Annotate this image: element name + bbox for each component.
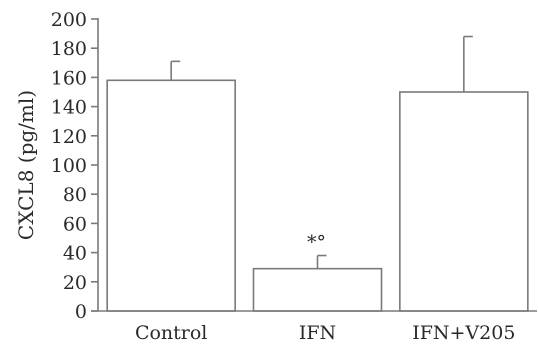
bar-control: [106, 79, 236, 312]
annotations: *°: [307, 232, 326, 254]
y-tick-label: 180: [51, 38, 87, 60]
y-tick-label: 80: [63, 184, 87, 206]
bar-ifn-v205: [399, 91, 529, 312]
y-axis-ticks: 0 20 40 60 80 100 120 140 160 180 200: [51, 9, 98, 323]
y-tick-label: 140: [51, 97, 87, 119]
significance-annotation: *°: [307, 232, 326, 254]
x-category-label: IFN: [299, 322, 336, 344]
y-tick-label: 40: [63, 243, 87, 265]
y-tick-label: 60: [63, 213, 87, 235]
bar-ifn: [252, 267, 383, 312]
y-tick-label: 160: [51, 67, 87, 89]
y-tick-label: 100: [51, 155, 87, 177]
y-tick-label: 20: [63, 272, 87, 294]
y-axis-label: CXCL8 (pg/ml): [14, 90, 38, 240]
x-category-label: IFN+V205: [412, 322, 515, 344]
bars: [106, 79, 529, 312]
error-bars: [170, 35, 473, 269]
y-tick-label: 120: [51, 126, 87, 148]
x-axis-labels: Control IFN IFN+V205: [135, 322, 516, 344]
x-category-label: Control: [135, 322, 207, 344]
y-tick-label: 200: [51, 9, 87, 31]
y-tick-label: 0: [75, 301, 87, 323]
